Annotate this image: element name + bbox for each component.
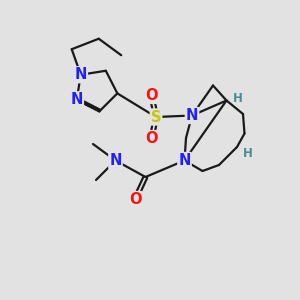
Text: N: N [70,92,83,107]
Text: N: N [178,153,191,168]
Text: O: O [129,192,141,207]
Text: O: O [145,131,158,146]
Text: N: N [186,108,198,123]
Text: N: N [74,67,87,82]
Text: H: H [233,92,243,106]
Text: S: S [151,110,161,124]
Text: O: O [145,88,158,103]
Text: H: H [242,146,252,160]
Text: N: N [109,153,122,168]
